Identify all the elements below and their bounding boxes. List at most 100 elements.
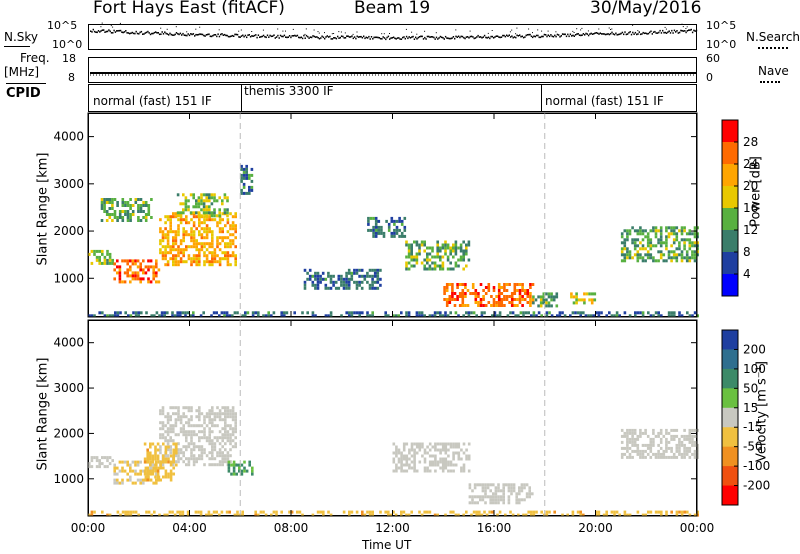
heatmap-cell: [670, 428, 673, 432]
velocity-colorbar-tick-label: -50: [743, 440, 763, 454]
heatmap-cell: [447, 454, 450, 458]
noise-point: [121, 31, 123, 33]
heatmap-cell: [428, 258, 432, 262]
heatmap-cell: [670, 434, 673, 438]
heatmap-cell: [229, 227, 232, 231]
heatmap-cell: [633, 431, 637, 435]
noise-point: [433, 36, 435, 39]
heatmap-cell: [164, 263, 167, 267]
heatmap-cell: [221, 433, 224, 437]
heatmap-cell: [500, 286, 504, 289]
heatmap-cell: [639, 241, 642, 245]
heatmap-cell: [680, 253, 684, 257]
noise-point: [156, 32, 158, 34]
heatmap-cell: [187, 421, 191, 425]
heatmap-cell: [139, 219, 143, 222]
heatmap-cell: [203, 436, 206, 440]
noise-point: [130, 32, 132, 34]
heatmap-cell: [657, 311, 660, 315]
noise-point: [568, 35, 570, 38]
heatmap-cell: [373, 268, 377, 272]
heatmap-cell: [449, 460, 453, 464]
noise-point: [365, 36, 367, 39]
heatmap-cell: [234, 212, 237, 216]
heatmap-cell: [142, 216, 145, 219]
heatmap-cell: [205, 415, 209, 419]
heatmap-cell: [400, 222, 404, 226]
heatmap-cell: [537, 304, 540, 308]
heatmap-cell: [444, 246, 447, 250]
heatmap-cell: [224, 424, 227, 428]
heatmap-cell: [665, 226, 668, 230]
heatmap-cell: [218, 463, 222, 467]
heatmap-cell: [461, 304, 465, 307]
heatmap-cell: [691, 253, 694, 257]
noise-point: [656, 32, 659, 34]
heatmap-cell: [556, 314, 559, 318]
heatmap-cell: [199, 510, 203, 514]
heatmap-cell: [101, 249, 104, 253]
freq-left-tick-top: 18: [62, 52, 76, 65]
noise-point: [629, 31, 631, 33]
heatmap-cell: [203, 251, 206, 255]
heatmap-cell: [407, 243, 411, 247]
heatmap-cell: [504, 513, 507, 517]
heatmap-cell: [667, 440, 671, 444]
heatmap-cell: [147, 510, 151, 514]
heatmap-cell: [169, 445, 172, 449]
heatmap-cell: [675, 232, 679, 236]
heatmap-cell: [667, 253, 671, 257]
heatmap-cell: [103, 198, 106, 201]
heatmap-cell: [185, 463, 188, 467]
heatmap-cell: [221, 239, 224, 243]
heatmap-cell: [420, 311, 424, 315]
heatmap-cell: [389, 513, 393, 517]
noise-point: [353, 36, 356, 38]
heatmap-cell: [162, 457, 165, 461]
heatmap-cell: [402, 454, 406, 458]
heatmap-cell: [182, 233, 185, 237]
heatmap-cell: [192, 460, 196, 464]
heatmap-cell: [454, 249, 458, 253]
noise-point: [400, 38, 403, 40]
heatmap-cell: [431, 460, 435, 464]
noise-right-tick-bottom: 10^0: [706, 38, 737, 51]
heatmap-cell: [190, 418, 193, 422]
heatmap-cell: [500, 292, 504, 295]
heatmap-cell: [398, 216, 401, 220]
heatmap-cell: [410, 264, 413, 268]
heatmap-cell: [492, 301, 496, 304]
heatmap-cell: [413, 469, 416, 473]
heatmap-cell: [572, 301, 576, 305]
heatmap-cell: [576, 510, 580, 514]
heatmap-cell: [615, 510, 619, 514]
heatmap-cell: [233, 513, 237, 517]
heatmap-cell: [172, 412, 175, 416]
noise-point: [147, 30, 149, 33]
heatmap-cell: [182, 427, 185, 431]
heatmap-cell: [167, 457, 170, 461]
noise-point: [681, 30, 683, 32]
noise-point: [418, 36, 421, 38]
noise-point: [361, 36, 364, 39]
noise-point: [429, 36, 431, 38]
heatmap-cell: [248, 191, 251, 195]
heatmap-cell: [418, 510, 421, 514]
heatmap-cell: [244, 311, 247, 315]
heatmap-cell: [436, 513, 439, 517]
noise-point: [695, 29, 698, 32]
heatmap-cell: [685, 238, 689, 242]
heatmap-cell: [224, 245, 227, 249]
heatmap-cell: [166, 433, 170, 437]
heatmap-cell: [90, 459, 94, 463]
heatmap-cell: [340, 274, 343, 278]
heatmap-cell: [631, 455, 634, 459]
heatmap-cell: [688, 314, 692, 318]
heatmap-cell: [226, 260, 230, 264]
heatmap-cell: [542, 301, 546, 305]
heatmap-cell: [644, 247, 647, 251]
heatmap-cell: [88, 462, 91, 466]
noise-right-dotted-key: [758, 47, 788, 49]
heatmap-cell: [652, 437, 655, 441]
heatmap-cell: [678, 314, 681, 318]
